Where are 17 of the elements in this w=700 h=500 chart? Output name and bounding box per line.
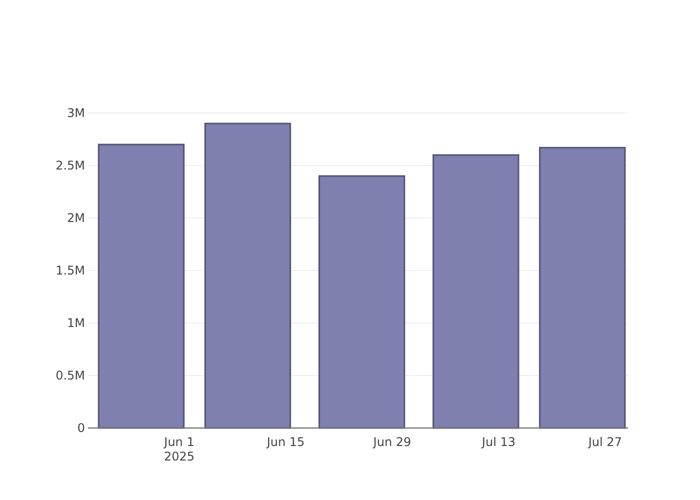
x-tick-label: Jun 1 2025 bbox=[163, 435, 195, 464]
bar bbox=[204, 122, 292, 429]
x-tick-label: Jul 13 bbox=[480, 435, 516, 450]
y-tick-label: 1M bbox=[67, 316, 85, 330]
y-tick-label: 0 bbox=[77, 421, 85, 436]
y-tick-label: 2M bbox=[67, 211, 85, 226]
bar bbox=[98, 144, 185, 429]
bar bbox=[318, 175, 406, 429]
x-tick-label: Jun 29 bbox=[372, 435, 412, 450]
bar bbox=[539, 146, 626, 429]
y-tick-label: 1.5M bbox=[56, 264, 85, 278]
x-tick-label: Jul 27 bbox=[587, 435, 622, 450]
x-tick-label: Jun 15 bbox=[266, 435, 305, 450]
bar bbox=[432, 154, 520, 429]
y-tick-label: 3M bbox=[67, 106, 85, 120]
y-tick-label: 0.5M bbox=[56, 368, 85, 383]
y-tick-label: 2.5M bbox=[56, 158, 85, 173]
